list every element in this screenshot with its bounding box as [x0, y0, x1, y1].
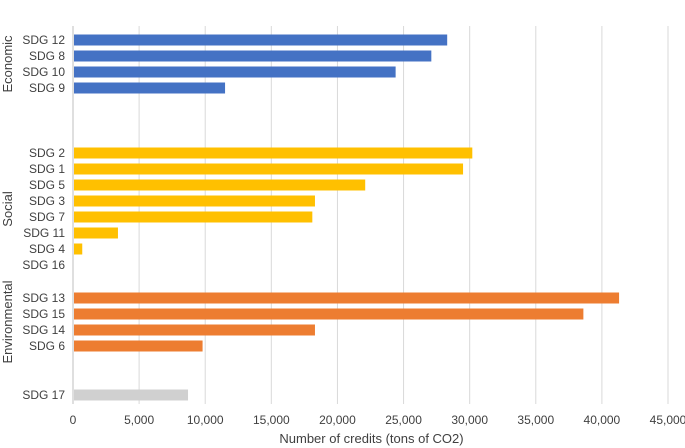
bar	[74, 50, 432, 62]
x-tick-label: 40,000	[584, 413, 621, 427]
bar	[74, 324, 315, 336]
bar	[74, 195, 315, 207]
group-label: Economic	[0, 35, 15, 93]
category-label: SDG 14	[22, 323, 65, 337]
bar	[74, 292, 620, 304]
bar	[74, 243, 83, 255]
category-label: SDG 1	[29, 162, 65, 176]
x-tick-labels: 0 5,000 10,000 15,000 20,000 25,000 30,000 35,0…	[70, 413, 685, 427]
category-label: SDG 3	[29, 194, 65, 208]
bar	[74, 147, 473, 159]
category-label: SDG 11	[23, 226, 65, 240]
category-label: SDG 7	[29, 210, 65, 224]
x-tick-label: 15,000	[253, 413, 290, 427]
category-label: SDG 12	[22, 33, 65, 47]
group-labels: Economic Social Environmental	[0, 35, 15, 364]
bar	[74, 389, 189, 401]
x-tick-label: 5,000	[124, 413, 154, 427]
bar	[74, 34, 448, 46]
category-label: SDG 17	[22, 388, 65, 402]
x-axis-label: Number of credits (tons of CO2)	[279, 431, 463, 446]
category-label: SDG 15	[22, 307, 65, 321]
group-label: Social	[0, 191, 15, 227]
category-label: SDG 10	[22, 65, 65, 79]
category-label: SDG 13	[22, 291, 65, 305]
category-label: SDG 8	[29, 49, 65, 63]
category-label: SDG 5	[29, 178, 65, 192]
x-tick-label: 10,000	[187, 413, 224, 427]
bar	[74, 340, 203, 352]
category-label: SDG 16	[22, 258, 65, 272]
x-tick-label: 35,000	[517, 413, 554, 427]
x-tick-label: 25,000	[385, 413, 422, 427]
bar	[74, 82, 226, 94]
group-label: Environmental	[0, 280, 15, 363]
bar	[74, 308, 584, 320]
x-tick-label: 45,000	[650, 413, 685, 427]
category-label: SDG 4	[29, 242, 65, 256]
bar	[74, 211, 313, 223]
category-labels: SDG 12 SDG 8 SDG 10 SDG 9 SDG 2 SDG 1 SDG 5 SDG…	[22, 33, 65, 402]
x-tick-label: 20,000	[319, 413, 356, 427]
x-tick-label: 30,000	[451, 413, 488, 427]
x-tick-label: 0	[70, 413, 77, 427]
bar	[74, 227, 118, 239]
bar	[74, 66, 396, 78]
category-label: SDG 9	[29, 81, 65, 95]
category-label: SDG 6	[29, 339, 65, 353]
bar	[74, 179, 366, 191]
category-label: SDG 2	[29, 146, 65, 160]
bar	[74, 163, 464, 175]
bars	[74, 34, 620, 401]
